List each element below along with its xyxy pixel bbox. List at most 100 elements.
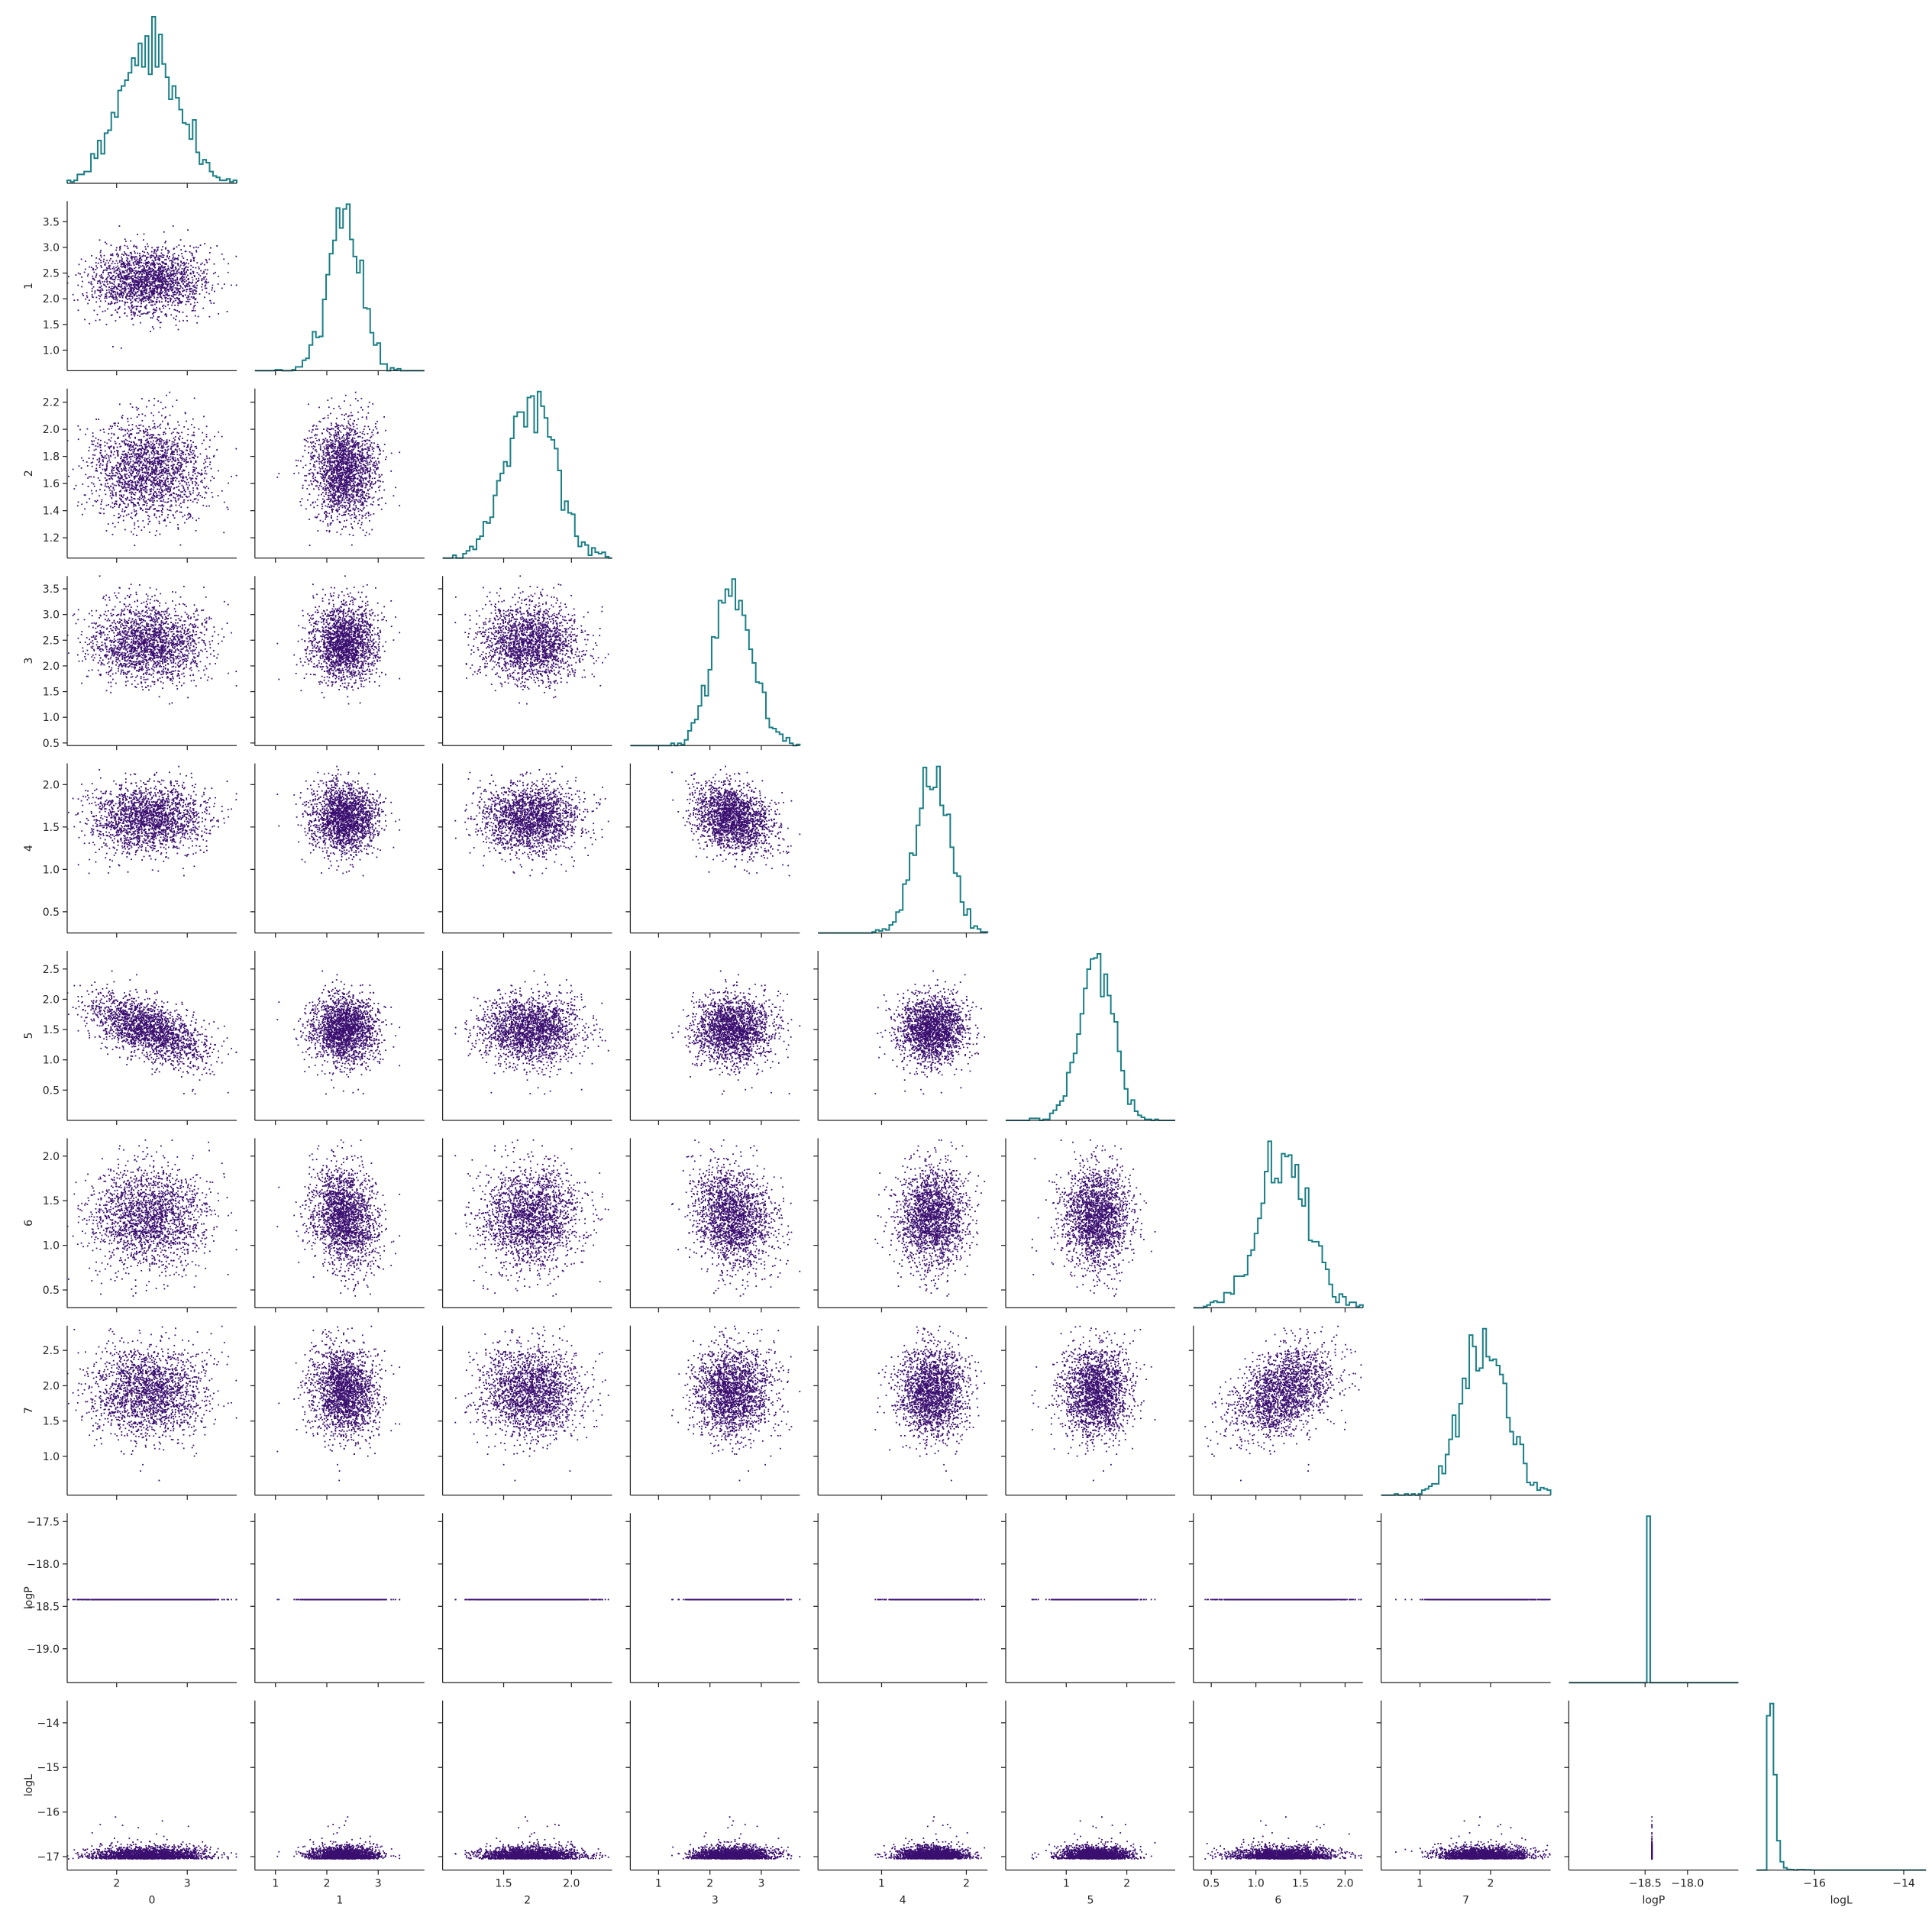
scatter-point <box>187 299 189 300</box>
scatter-point <box>179 312 180 313</box>
scatter-point <box>129 264 131 266</box>
scatter-point <box>200 244 202 246</box>
scatter-point <box>107 268 108 270</box>
scatter-point <box>126 298 128 299</box>
scatter-point <box>91 281 92 283</box>
scatter-point <box>125 270 127 271</box>
scatter-point <box>95 275 97 276</box>
scatter-point <box>153 297 155 299</box>
scatter-point <box>181 271 183 273</box>
scatter-point <box>174 259 176 260</box>
scatter-point <box>107 276 108 278</box>
scatter-point <box>81 276 82 278</box>
scatter-point <box>89 299 90 301</box>
scatter-point <box>180 249 182 251</box>
scatter-point <box>188 263 189 264</box>
scatter-point <box>111 301 112 302</box>
scatter-point <box>161 249 163 251</box>
scatter-point <box>145 313 147 315</box>
scatter-point <box>179 288 181 289</box>
scatter-point <box>192 267 194 268</box>
scatter-point <box>206 279 208 280</box>
scatter-point <box>195 315 196 317</box>
scatter-point <box>110 254 111 256</box>
scatter-point <box>176 310 178 312</box>
scatter-point <box>172 278 173 280</box>
scatter-point <box>221 254 223 255</box>
scatter-point <box>173 257 174 259</box>
scatter-point <box>119 270 121 271</box>
scatter-point <box>125 241 127 242</box>
scatter-point <box>115 309 116 311</box>
scatter-point <box>124 245 126 247</box>
scatter-point <box>179 321 180 322</box>
scatter-point <box>137 253 138 254</box>
scatter-point <box>182 302 183 303</box>
scatter-point <box>157 263 158 264</box>
scatter-point <box>95 257 97 259</box>
scatter-point <box>204 243 205 244</box>
scatter-point <box>192 276 193 278</box>
scatter-point <box>77 299 79 301</box>
scatter-point <box>191 296 192 298</box>
scatter-point <box>106 289 108 291</box>
scatter-point <box>154 283 156 284</box>
scatter-point <box>111 244 112 246</box>
scatter-point <box>134 251 135 252</box>
scatter-point <box>168 278 170 280</box>
scatter-point <box>116 254 118 256</box>
scatter-point <box>187 301 189 302</box>
scatter-point <box>197 302 199 303</box>
scatter-point <box>126 257 128 259</box>
scatter-point <box>87 275 89 276</box>
scatter-point <box>187 267 189 268</box>
scatter-point <box>127 302 128 303</box>
scatter-point <box>186 259 188 260</box>
scatter-point <box>88 273 89 275</box>
scatter-point <box>150 284 152 286</box>
scatter-point <box>182 276 183 278</box>
scatter-point <box>99 319 101 321</box>
scatter-point <box>109 283 111 284</box>
scatter-point <box>117 302 118 303</box>
scatter-point <box>195 267 197 269</box>
scatter-point <box>129 308 131 309</box>
scatter-point <box>97 283 99 284</box>
scatter-point <box>173 276 175 277</box>
scatter-point <box>113 292 115 293</box>
scatter-point <box>183 257 184 259</box>
scatter-point <box>186 301 187 302</box>
scatter-point <box>108 275 110 276</box>
scatter-point <box>111 289 113 290</box>
scatter-point <box>153 253 155 254</box>
scatter-point <box>203 273 205 274</box>
scatter-point <box>102 271 104 273</box>
scatter-point <box>76 274 77 276</box>
scatter-point <box>173 225 174 227</box>
scatter-point <box>130 293 131 295</box>
scatter-point <box>189 245 191 247</box>
scatter-point <box>190 303 192 305</box>
panel-0-0 <box>67 17 237 188</box>
scatter-point <box>186 315 188 317</box>
scatter-point <box>218 313 219 315</box>
scatter-point <box>144 251 145 253</box>
scatter-point <box>199 293 201 295</box>
scatter-point <box>141 295 142 296</box>
scatter-point <box>146 257 147 258</box>
scatter-point <box>141 313 142 315</box>
scatter-point <box>175 275 176 276</box>
scatter-point <box>218 283 219 285</box>
scatter-point <box>192 273 194 274</box>
scatter-point <box>157 294 159 296</box>
scatter-point <box>209 300 211 302</box>
scatter-point <box>167 273 169 274</box>
scatter-point <box>108 286 110 288</box>
scatter-point <box>205 269 206 270</box>
scatter-point <box>152 264 153 266</box>
scatter-point <box>119 289 121 291</box>
scatter-point <box>140 310 141 312</box>
scatter-point <box>128 278 130 280</box>
scatter-point <box>147 272 148 273</box>
scatter-point <box>202 308 204 309</box>
